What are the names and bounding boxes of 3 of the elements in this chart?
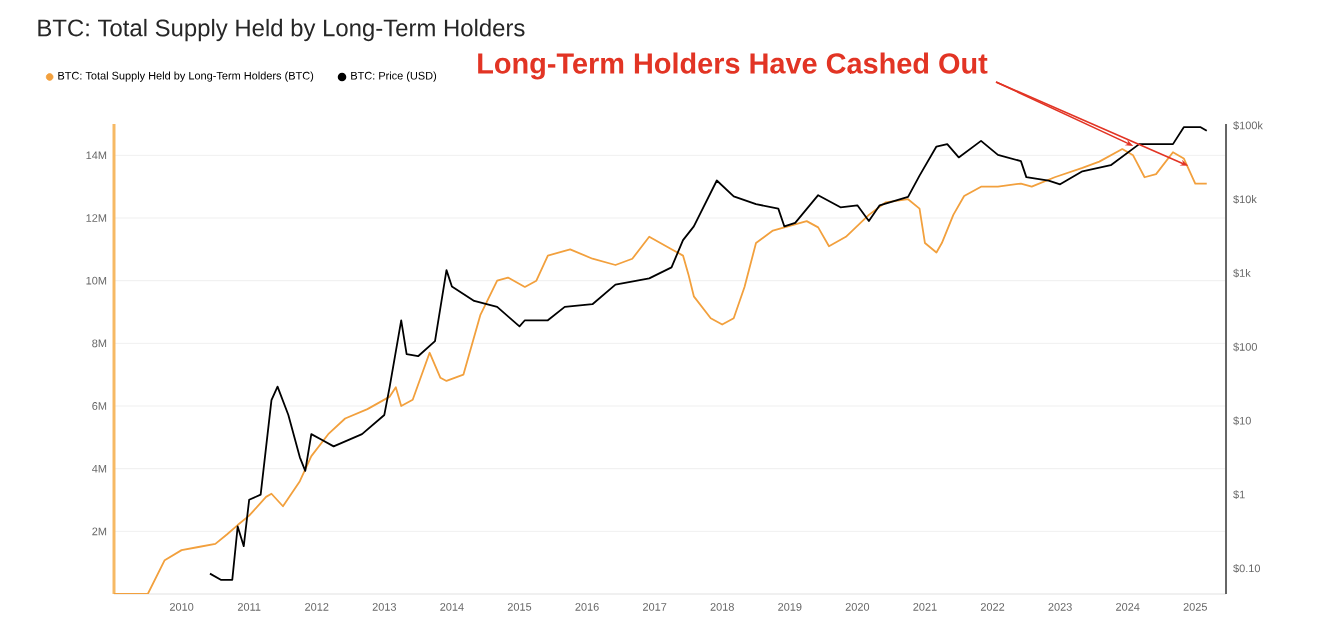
- annotation: Long-Term Holders Have Cashed Out: [478, 52, 988, 80]
- chart-title: BTC: Total Supply Held by Long-Term Holders: [38, 18, 525, 42]
- line-series: [114, 148, 1208, 594]
